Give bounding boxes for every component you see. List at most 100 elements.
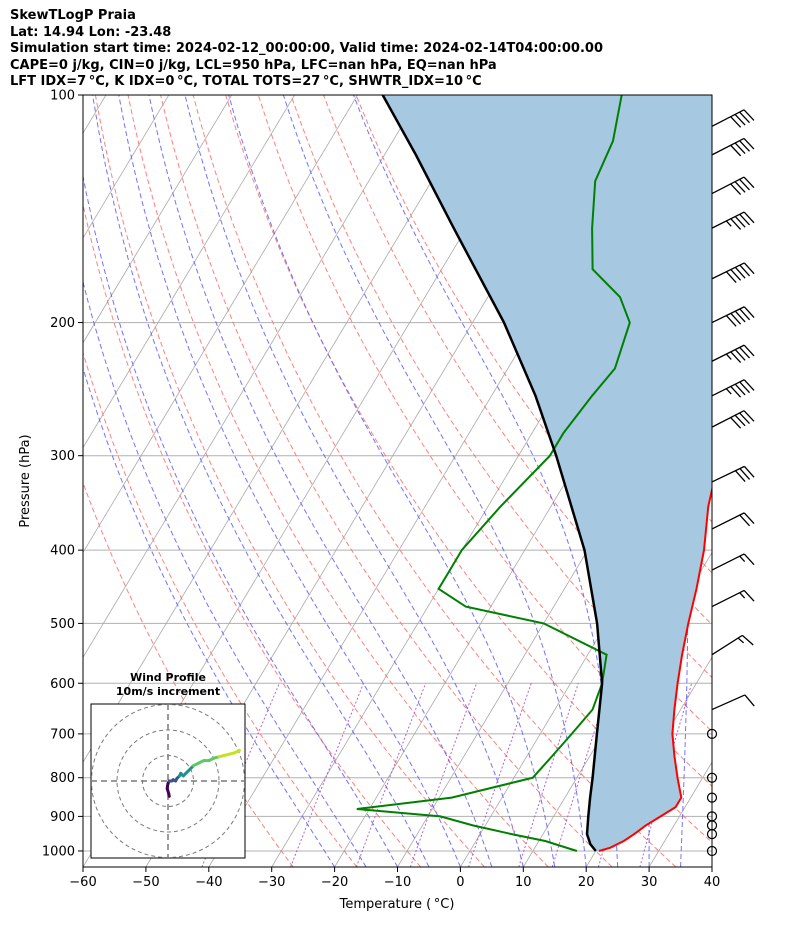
barb-flag [730,269,742,281]
barb-staff [711,306,745,324]
barb-flag [743,553,755,566]
barb-half-flag [725,220,732,227]
dry-adiabat-line [127,95,549,867]
dry-adiabat-line [83,351,358,867]
dry-adiabat-line [192,95,677,867]
y-tick-label: 400 [50,544,75,559]
x-tick-label: 20 [578,875,595,890]
mixing-ratio-line [551,683,611,867]
y-tick-label: 1000 [42,844,75,859]
moist-adiabat-line [184,95,524,867]
y-tick-label: 700 [50,727,75,742]
barb-flag [743,109,755,121]
barb-staff [711,465,745,483]
chart-title: SkewTLogP Praia [10,8,136,23]
barb-flag [725,271,737,283]
barb-flag [730,312,742,325]
barb-half-flag [739,555,746,562]
barb-flag [730,116,742,128]
wind-barb [711,306,755,327]
x-tick-label: 40 [704,875,721,890]
dry-adiabat-line [323,95,712,679]
barb-flag [743,465,755,478]
hodograph-subtitle: 10m/s increment [115,685,221,698]
barb-flag [739,140,751,152]
barb-half-flag [725,353,732,360]
barb-flag [739,308,751,321]
dry-adiabat-line [94,95,485,867]
wind-barb [711,176,755,195]
moist-adiabat-line [118,95,461,867]
indices-line-1: CAPE=0 j/kg, CIN=0 j/kg, LCL=950 hPa, LF… [10,57,497,73]
barb-flag [743,344,755,357]
barb-flag [743,379,755,391]
moist-adiabat-line [83,279,367,867]
barb-flag [725,315,737,327]
barb-flag [743,410,755,422]
mixing-ratio-line [409,683,478,867]
wind-barb [711,589,755,608]
mixing-ratio-line [639,683,693,867]
barb-flag [734,383,746,396]
barb-staff [711,553,745,571]
barb-half-flag [725,388,732,395]
dry-adiabat-line [83,202,422,867]
y-tick-label: 300 [50,449,75,464]
indices-line-2: LFT IDX=7 °C, K IDX=0 °C, TOTAL TOTS=27 … [10,74,482,89]
dry-adiabat-line [747,95,794,867]
barb-flag [730,386,742,398]
moist-adiabat-line [83,173,398,867]
barb-flag [730,144,742,157]
moist-adiabat-line [83,366,336,867]
dry-adiabat-line [225,95,712,843]
x-tick-label: −50 [132,875,159,890]
barb-staff [711,634,743,656]
barb-flag [730,351,742,364]
barb-flag [743,211,755,224]
barb-flag [739,178,751,191]
y-tick-label: 900 [50,810,75,825]
barb-flag [739,514,751,527]
wind-barb [711,553,755,571]
barb-staff [711,512,745,530]
y-tick-label: 600 [50,677,75,692]
mixing-ratio-line [468,683,532,867]
x-tick-label: −20 [321,875,348,890]
barb-flag [734,266,746,279]
wind-barb [711,137,755,157]
barb-half-flag [739,592,746,599]
barb-flag [734,216,746,228]
barb-staff [711,694,746,711]
barb-staff [711,344,745,362]
moist-adiabat-line [148,95,493,867]
y-axis-label: Pressure (hPa) [18,434,33,527]
barb-flag [734,470,746,483]
barb-flag [739,412,751,425]
isotherm-line [83,95,421,659]
isotherm-line [83,95,484,763]
barb-flag [743,262,755,275]
dry-adiabat-line [714,95,794,867]
barb-staff [711,176,745,195]
y-tick-label: 200 [50,316,75,331]
wind-barb [711,512,755,530]
barb-flag [743,176,755,189]
x-tick-label: −10 [384,875,411,890]
isotherm-line [83,95,358,554]
hodograph-title: Wind Profile 10m/s increment [90,671,246,699]
x-axis-label: Temperature ( °C) [339,897,455,912]
wind-barb [711,109,755,128]
title-block: SkewTLogP Praia Lat: 14.94 Lon: -23.48 S… [10,8,603,91]
barb-flag [739,213,751,226]
barb-staff [711,589,745,608]
barb-flag [730,417,742,429]
dewpoint-line [356,95,631,852]
mixing-ratio-line [355,683,427,867]
barb-staff [711,262,745,280]
wind-barb [711,379,755,398]
barb-flag [730,183,742,195]
moist-adiabat-line [228,95,556,867]
hodograph-title-main: Wind Profile [130,671,206,684]
barb-flag [739,468,751,480]
barb-flag [743,512,755,525]
